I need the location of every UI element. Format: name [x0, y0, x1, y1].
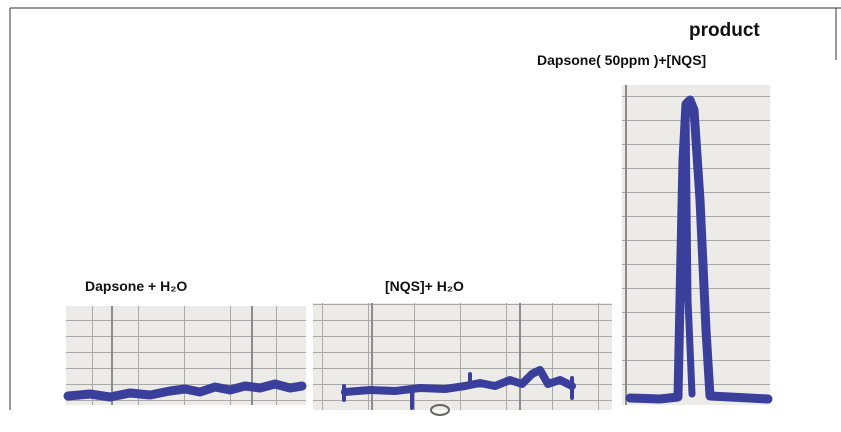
panel-title: product: [689, 20, 760, 42]
figure-art: [0, 0, 841, 432]
figure: product Dapsone( 50ppm )+[NQS] Dapsone +…: [0, 0, 841, 432]
panel-label: Dapsone + H₂O: [85, 278, 187, 294]
panel-photo: [622, 85, 770, 405]
panel-photo: [66, 306, 306, 405]
panel-label: [NQS]+ H₂O: [385, 278, 464, 294]
panel-label: Dapsone( 50ppm )+[NQS]: [537, 52, 706, 68]
panel-photo: [313, 303, 612, 415]
